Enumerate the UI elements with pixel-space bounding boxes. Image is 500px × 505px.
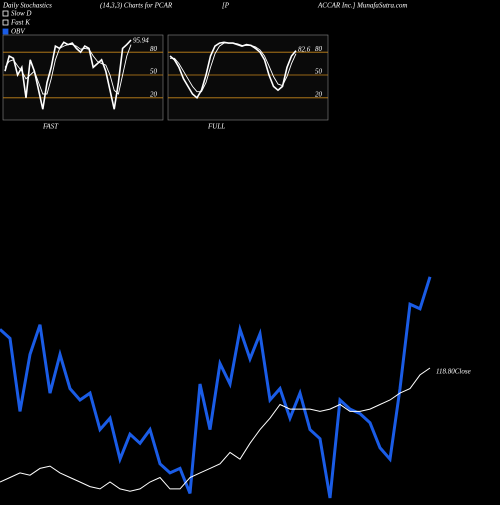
- series-line: [4, 39, 132, 110]
- legend-label: Slow D: [11, 10, 31, 18]
- legend-swatch: [2, 28, 9, 35]
- panel-label: FAST: [42, 123, 59, 131]
- legend-swatch: [2, 19, 9, 26]
- annotation: 82.6: [298, 46, 311, 54]
- y-tick-label: 50: [315, 68, 323, 76]
- series-line: [0, 367, 431, 492]
- legend-label: OBV: [11, 28, 25, 36]
- header-text: [P: [222, 2, 230, 10]
- series-line: [0, 276, 432, 499]
- header-text: ACCAR Inc.] MunafaSutra.com: [317, 2, 407, 10]
- annotation: 95.94: [133, 37, 149, 45]
- y-tick-label: 20: [150, 90, 158, 98]
- header-text: Daily Stochastics: [2, 2, 52, 10]
- legend-label: Fast K: [10, 19, 30, 27]
- panel: [167, 34, 329, 121]
- y-tick-label: 80: [150, 45, 158, 53]
- y-tick-label: 50: [150, 68, 158, 76]
- panel-label: FULL: [207, 123, 225, 131]
- y-tick-label: 20: [315, 90, 323, 98]
- legend-swatch: [2, 10, 9, 17]
- series-line: [169, 41, 297, 100]
- y-tick-label: 80: [315, 45, 323, 53]
- annotation: 118.80Close: [436, 368, 471, 376]
- header-text: (14,3,3) Charts for PCAR: [100, 2, 173, 10]
